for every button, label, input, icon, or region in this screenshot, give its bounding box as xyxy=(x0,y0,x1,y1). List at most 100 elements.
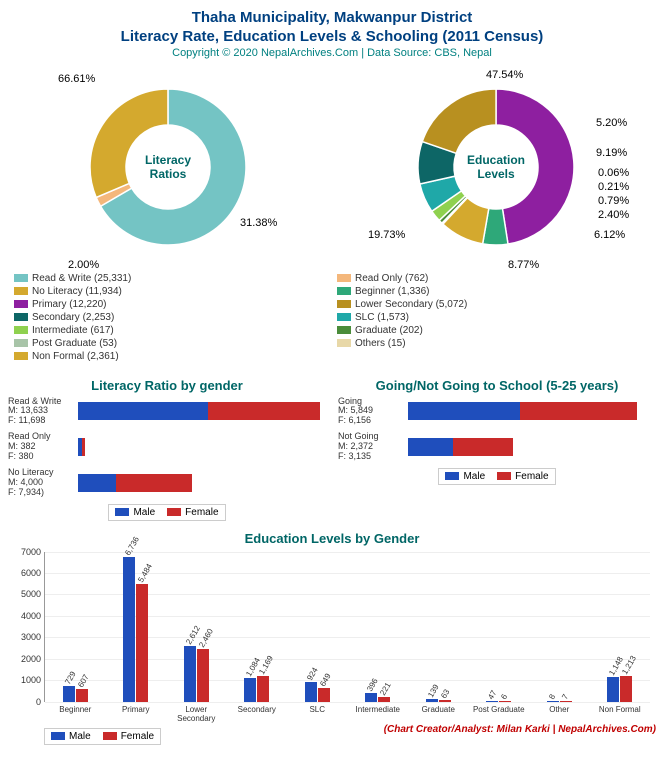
vbar-group: 13963Graduate xyxy=(408,552,469,702)
donut-center-label: LiteracyRatios xyxy=(132,153,204,182)
legend-label: Read & Write (25,331) xyxy=(32,273,131,284)
shared-legend: Read & Write (25,331) Read Only (762) No L… xyxy=(8,273,656,362)
hbar-label: Read OnlyM: 382F: 380 xyxy=(8,432,78,462)
gender-legend-3: Male Female xyxy=(44,728,161,745)
vbar-group: 476Post Graduate xyxy=(469,552,530,702)
legend-item: No Literacy (11,934) xyxy=(14,286,327,297)
title-line2: Literacy Rate, Education Levels & School… xyxy=(8,28,656,45)
copyright-line: Copyright © 2020 NepalArchives.Com | Dat… xyxy=(8,47,656,59)
legend-male: Male xyxy=(69,731,91,742)
legend-item: Post Graduate (53) xyxy=(14,338,327,349)
vbar-value: 607 xyxy=(76,672,90,688)
donut-charts-row: LiteracyRatios66.61%2.00%31.38% Educatio… xyxy=(8,67,656,267)
hbar-seg-female xyxy=(116,474,192,492)
hbar-label: GoingM: 5,849F: 6,156 xyxy=(338,397,408,427)
vbar-value: 63 xyxy=(439,688,451,700)
donut-pct-label: 31.38% xyxy=(240,217,277,229)
legend-label: SLC (1,573) xyxy=(355,312,409,323)
legend-label: Non Formal (2,361) xyxy=(32,351,119,362)
donut-center-label: EducationLevels xyxy=(460,153,532,182)
legend-swatch xyxy=(337,287,351,295)
legend-female: Female xyxy=(515,471,548,482)
vbar-ytick: 5000 xyxy=(21,589,45,599)
hbar-group: No LiteracyM: 4,000F: 7,934) xyxy=(8,468,326,498)
vbar-ytick: 4000 xyxy=(21,611,45,621)
vbar-male: 2,612 xyxy=(184,646,196,702)
legend-item: Others (15) xyxy=(337,338,650,349)
hbar-seg-female xyxy=(82,438,86,456)
legend-swatch-male xyxy=(445,472,459,480)
hbar-track xyxy=(78,402,326,420)
hbar-track xyxy=(78,474,326,492)
hbar-group: Not GoingM: 2,372F: 3,135 xyxy=(338,432,656,462)
gender-legend-2: MaleFemale xyxy=(438,468,555,485)
legend-swatch xyxy=(14,339,28,347)
title-block: Thaha Municipality, Makwanpur District L… xyxy=(8,8,656,59)
legend-swatch xyxy=(337,339,351,347)
legend-label: Graduate (202) xyxy=(355,325,423,336)
donut-pct-label: 6.12% xyxy=(594,229,625,241)
legend-label: Read Only (762) xyxy=(355,273,428,284)
legend-label: Intermediate (617) xyxy=(32,325,114,336)
legend-label: Lower Secondary (5,072) xyxy=(355,299,467,310)
legend-swatch xyxy=(337,313,351,321)
education-by-gender-section: Education Levels by Gender 0100020003000… xyxy=(8,531,656,745)
vbar-category: Intermediate xyxy=(348,702,409,714)
hbar-label: Read & WriteM: 13,633F: 11,698 xyxy=(8,397,78,427)
legend-item: Read & Write (25,331) xyxy=(14,273,327,284)
legend-male: Male xyxy=(133,507,155,518)
donut-pct-label: 9.19% xyxy=(596,147,627,159)
hbar-label: Not GoingM: 2,372F: 3,135 xyxy=(338,432,408,462)
hbar-seg-female xyxy=(208,402,320,420)
vbar-male: 729 xyxy=(63,686,75,702)
legend-swatch-male xyxy=(51,732,65,740)
vbar-value: 924 xyxy=(305,666,319,682)
vbar-female: 5,484 xyxy=(136,584,148,702)
vbar-category: Graduate xyxy=(408,702,469,714)
vbar-ytick: 0 xyxy=(36,697,45,707)
vbar-group: 87Other xyxy=(529,552,590,702)
legend-female: Female xyxy=(185,507,218,518)
literacy-by-gender-panel: Literacy Ratio by gender Read & WriteM: … xyxy=(8,368,326,521)
vbar-ytick: 6000 xyxy=(21,568,45,578)
legend-item: Non Formal (2,361) xyxy=(14,351,327,362)
education-gender-title: Education Levels by Gender xyxy=(8,531,656,546)
vbar-ytick: 1000 xyxy=(21,675,45,685)
literacy-ratios-donut: LiteracyRatios66.61%2.00%31.38% xyxy=(8,67,328,267)
legend-label: Secondary (2,253) xyxy=(32,312,114,323)
donut-pct-label: 0.79% xyxy=(598,195,629,207)
vbar-group: 1,0841,169Secondary xyxy=(227,552,288,702)
vbar-group: 396221Intermediate xyxy=(348,552,409,702)
legend-swatch xyxy=(14,300,28,308)
vbar-male: 1,148 xyxy=(607,677,619,702)
vbar-group: 6,7365,484Primary xyxy=(106,552,167,702)
legend-swatch-female xyxy=(103,732,117,740)
vbar-category: Lower Secondary xyxy=(166,702,227,723)
title-line1: Thaha Municipality, Makwanpur District xyxy=(8,8,656,28)
hbar-seg-male xyxy=(408,438,453,456)
legend-item: Beginner (1,336) xyxy=(337,286,650,297)
donut-pct-label: 2.00% xyxy=(68,259,99,271)
legend-label: No Literacy (11,934) xyxy=(32,286,122,297)
hbar-group: GoingM: 5,849F: 6,156 xyxy=(338,397,656,427)
vbar-female: 607 xyxy=(76,689,88,702)
legend-swatch-female xyxy=(167,508,181,516)
vbar-female: 1,169 xyxy=(257,676,269,701)
vbar-male: 396 xyxy=(365,693,377,701)
hbar-group: Read & WriteM: 13,633F: 11,698 xyxy=(8,397,326,427)
vbar-category: Post Graduate xyxy=(469,702,530,714)
vbar-category: Secondary xyxy=(227,702,288,714)
legend-swatch xyxy=(14,287,28,295)
legend-swatch xyxy=(337,326,351,334)
hbar-group: Read OnlyM: 382F: 380 xyxy=(8,432,326,462)
legend-female: Female xyxy=(121,731,154,742)
vbar-category: Other xyxy=(529,702,590,714)
legend-item: Intermediate (617) xyxy=(14,325,327,336)
vbar-value: 7 xyxy=(560,693,570,701)
legend-label: Post Graduate (53) xyxy=(32,338,117,349)
schooling-title: Going/Not Going to School (5-25 years) xyxy=(338,378,656,393)
vbar-category: SLC xyxy=(287,702,348,714)
legend-item: Primary (12,220) xyxy=(14,299,327,310)
vertical-bar-chart: 01000200030004000500060007000729607Begin… xyxy=(44,552,650,702)
vbar-value: 5,484 xyxy=(136,562,154,584)
